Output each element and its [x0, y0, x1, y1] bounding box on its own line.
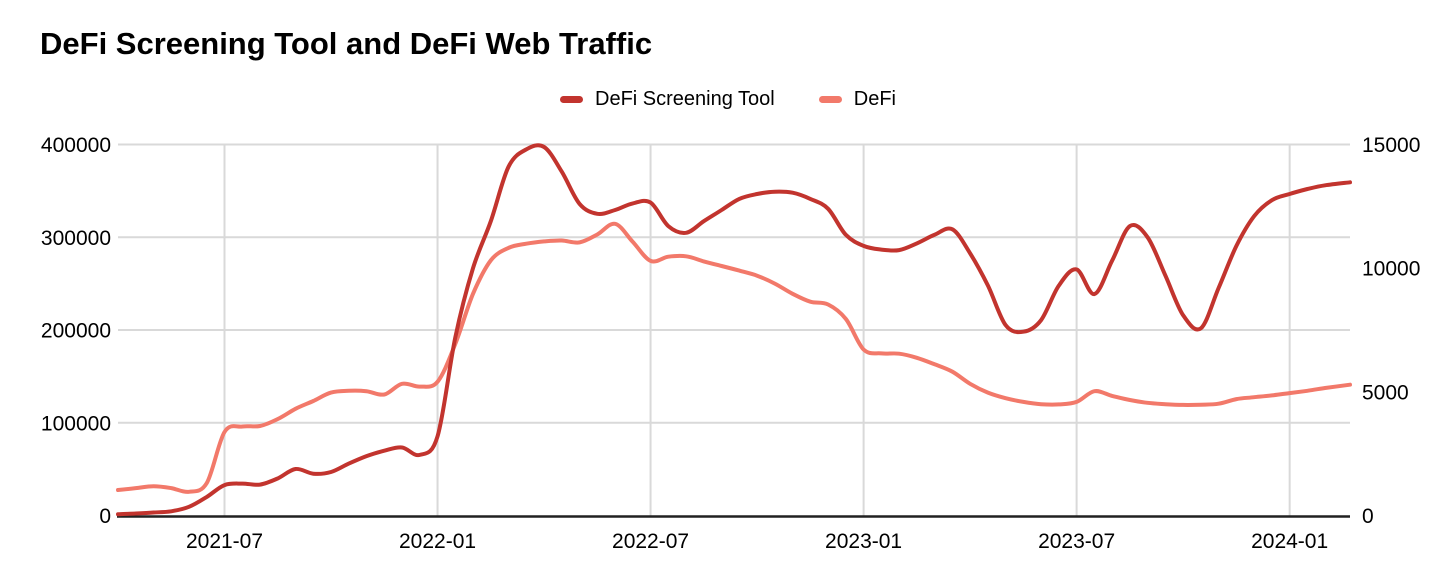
y-axis-left-tick-label: 0 [99, 505, 111, 528]
x-axis-tick-label: 2022-01 [399, 530, 476, 553]
legend-swatch-defi-screening-tool [560, 96, 584, 103]
legend-swatch-defi [818, 96, 842, 103]
chart-title: DeFi Screening Tool and DeFi Web Traffic [40, 26, 653, 61]
x-axis-tick-label: 2021-07 [186, 530, 263, 553]
x-axis-tick-label: 2023-01 [825, 530, 902, 553]
legend-item-defi[interactable]: DeFi [818, 88, 896, 111]
x-axis-tick-label: 2023-07 [1038, 530, 1115, 553]
chart-legend: DeFi Screening Tool DeFi [0, 88, 1456, 111]
y-axis-right-tick-label: 10000 [1362, 258, 1420, 281]
y-axis-left-tick-label: 200000 [41, 320, 111, 343]
y-axis-left-tick-label: 300000 [41, 227, 111, 250]
series-line-defi-screening-tool [116, 143, 1352, 517]
legend-item-defi-screening-tool[interactable]: DeFi Screening Tool [560, 88, 775, 111]
y-axis-right-tick-label: 5000 [1362, 381, 1409, 404]
x-axis-tick-label: 2022-07 [612, 530, 689, 553]
legend-label-defi: DeFi [853, 88, 896, 110]
series-line-defi [116, 221, 1352, 494]
y-axis-right-tick-label: 0 [1362, 505, 1374, 528]
x-axis-tick-label: 2024-01 [1251, 530, 1328, 553]
legend-label-defi-screening-tool: DeFi Screening Tool [595, 88, 775, 110]
y-axis-left-tick-label: 400000 [41, 134, 111, 157]
y-axis-right-tick-label: 15000 [1362, 134, 1420, 157]
y-axis-left-tick-label: 100000 [41, 412, 111, 435]
